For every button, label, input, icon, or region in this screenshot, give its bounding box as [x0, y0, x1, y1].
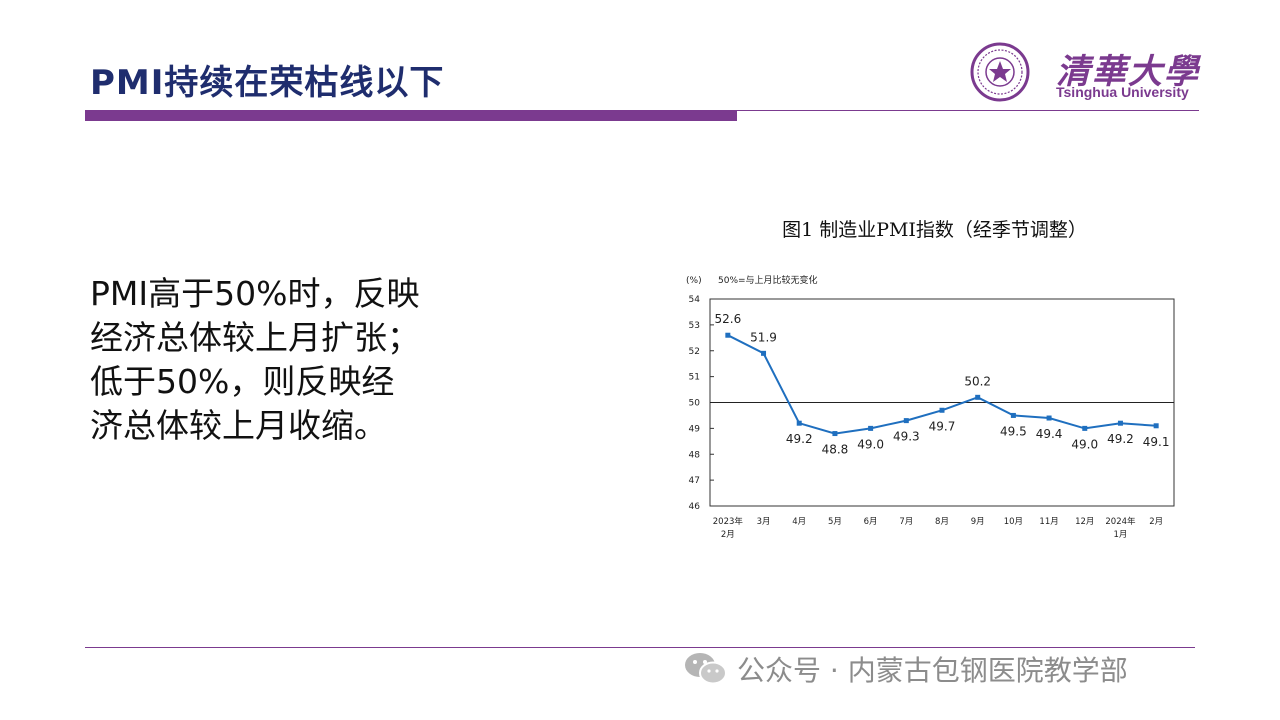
data-label: 49.4	[1036, 427, 1063, 441]
y-tick-label: 50	[689, 399, 701, 409]
x-tick-label: 2023年	[713, 516, 744, 527]
wechat-icon	[685, 653, 727, 685]
data-point	[1153, 423, 1159, 429]
x-tick-label: 9月	[971, 517, 985, 527]
footer-divider-line	[85, 647, 1195, 648]
data-point	[868, 425, 874, 431]
y-tick-label: 47	[689, 476, 700, 486]
data-point	[903, 418, 909, 424]
data-point	[975, 394, 981, 400]
x-tick-label: 12月	[1075, 517, 1094, 527]
title-accent-bar	[85, 110, 737, 121]
data-point	[832, 431, 838, 437]
explanation-line: 济总体较上月收缩。	[90, 406, 387, 445]
y-tick-label: 53	[689, 321, 700, 331]
data-point	[761, 350, 767, 356]
data-label: 49.0	[857, 437, 884, 451]
data-label: 48.8	[822, 443, 849, 457]
y-tick-label: 54	[689, 295, 701, 305]
x-tick-label: 2月	[721, 530, 735, 540]
y-tick-label: 46	[689, 502, 701, 512]
data-point	[1010, 412, 1016, 418]
pmi-line-chart: (%) 50%=与上月比较无变化 46 47 48 49 50 51 52 53 54 2023年 2月…	[686, 274, 1175, 540]
data-label: 52.6	[714, 312, 741, 326]
x-tick-label: 10月	[1004, 517, 1023, 527]
x-tick-label: 11月	[1039, 517, 1058, 527]
y-tick-label: 52	[689, 347, 700, 357]
data-label: 49.2	[786, 432, 813, 446]
y-tick-label: 51	[689, 373, 700, 383]
explanation-text: PMI高于50%时，反映 经济总体较上月扩张； 低于50%，则反映经 济总体较上…	[90, 272, 470, 448]
x-tick-label: 7月	[899, 517, 913, 527]
data-label: 51.9	[750, 330, 777, 344]
logo-english-name: Tsinghua University	[1056, 84, 1189, 100]
data-label: 49.3	[893, 430, 920, 444]
data-label: 49.2	[1107, 432, 1134, 446]
data-label: 49.5	[1000, 424, 1027, 438]
data-point	[1082, 425, 1088, 431]
data-label: 49.0	[1071, 437, 1098, 451]
data-point	[1046, 415, 1052, 421]
tsinghua-logo: 清華大學 Tsinghua University	[970, 42, 1210, 104]
x-tick-label: 3月	[757, 517, 771, 527]
data-point	[725, 332, 731, 338]
x-tick-label: 8月	[935, 517, 949, 527]
x-tick-label: 1月	[1114, 530, 1128, 540]
data-point	[1117, 420, 1123, 426]
explanation-line: 低于50%，则反映经	[90, 362, 395, 401]
explanation-line: PMI高于50%时，反映	[90, 274, 420, 313]
university-seal-icon	[970, 42, 1030, 102]
title-divider-line	[737, 110, 1199, 111]
x-tick-label: 2月	[1149, 517, 1163, 527]
data-point	[796, 420, 802, 426]
wechat-watermark: 公众号 · 内蒙古包钢医院教学部	[683, 648, 1128, 690]
slide-title: PMI持续在荣枯线以下	[90, 63, 445, 103]
explanation-line: 经济总体较上月扩张；	[90, 318, 420, 357]
data-point	[939, 407, 945, 413]
y-tick-label: 49	[689, 424, 701, 434]
watermark-text: 公众号 · 内蒙古包钢医院教学部	[737, 654, 1128, 687]
pmi-chart-panel: 图1 制造业PMI指数（经季节调整） (%) 50%=与上月比较无变化 46 47 48…	[662, 207, 1207, 547]
data-label: 49.1	[1143, 435, 1170, 449]
logo-chinese-name: 清華大學	[1056, 52, 1200, 92]
x-tick-label: 5月	[828, 517, 842, 527]
x-tick-label: 2024年	[1105, 516, 1136, 527]
data-label: 49.7	[929, 419, 956, 433]
y-tick-label: 48	[689, 450, 701, 460]
x-tick-label: 4月	[792, 517, 806, 527]
x-tick-label: 6月	[864, 517, 878, 527]
data-label: 50.2	[964, 374, 991, 388]
chart-note: 50%=与上月比较无变化	[718, 274, 818, 286]
y-axis-unit-label: (%)	[686, 276, 702, 286]
chart-title: 图1 制造业PMI指数（经季节调整）	[782, 219, 1087, 241]
